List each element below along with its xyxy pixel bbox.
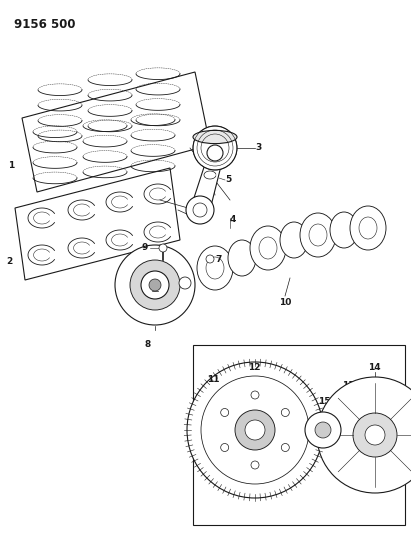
Ellipse shape [300, 213, 336, 257]
Circle shape [251, 391, 259, 399]
Polygon shape [193, 345, 405, 525]
Text: 9: 9 [142, 244, 148, 253]
Ellipse shape [280, 222, 308, 258]
Circle shape [201, 376, 309, 484]
Circle shape [315, 422, 331, 438]
Text: 10: 10 [279, 298, 291, 307]
Ellipse shape [228, 240, 256, 276]
Circle shape [281, 408, 289, 416]
Polygon shape [15, 168, 180, 280]
Circle shape [187, 362, 323, 498]
Circle shape [235, 410, 275, 450]
Text: 2: 2 [6, 257, 12, 266]
Text: 13: 13 [342, 381, 355, 390]
Circle shape [149, 279, 161, 291]
Text: 14: 14 [368, 364, 381, 373]
Circle shape [251, 461, 259, 469]
Circle shape [141, 271, 169, 299]
Text: 6: 6 [166, 279, 172, 287]
Text: 7: 7 [215, 255, 222, 264]
Text: 4: 4 [230, 215, 236, 224]
Circle shape [115, 245, 195, 325]
Circle shape [221, 408, 229, 416]
Text: 11: 11 [207, 376, 219, 384]
Text: 1: 1 [8, 160, 14, 169]
Text: 15: 15 [318, 398, 330, 407]
Circle shape [179, 277, 191, 289]
Ellipse shape [330, 212, 358, 248]
Ellipse shape [197, 246, 233, 290]
Circle shape [305, 412, 341, 448]
Ellipse shape [250, 226, 286, 270]
Text: 9156 500: 9156 500 [14, 18, 76, 31]
Text: 3: 3 [255, 143, 261, 152]
Circle shape [207, 145, 223, 161]
Circle shape [186, 196, 214, 224]
Polygon shape [22, 72, 210, 192]
Text: 12: 12 [248, 364, 261, 373]
Circle shape [353, 413, 397, 457]
Circle shape [159, 244, 167, 252]
Circle shape [281, 443, 289, 451]
Ellipse shape [350, 206, 386, 250]
Polygon shape [190, 158, 223, 210]
Circle shape [221, 443, 229, 451]
Circle shape [245, 420, 265, 440]
Ellipse shape [193, 131, 237, 143]
Circle shape [206, 255, 214, 263]
Circle shape [193, 126, 237, 170]
Circle shape [365, 425, 385, 445]
Text: 8: 8 [145, 340, 151, 349]
Circle shape [130, 260, 180, 310]
Circle shape [317, 377, 411, 493]
Text: 5: 5 [225, 175, 231, 184]
